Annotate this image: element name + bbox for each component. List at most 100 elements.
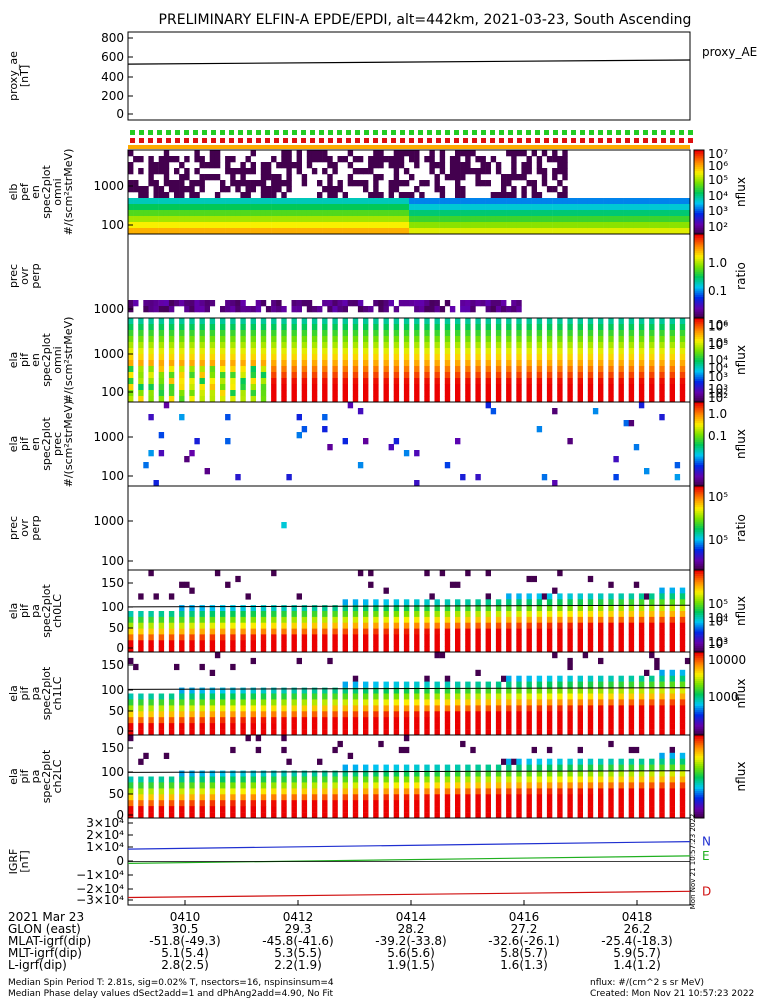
heatmap-cell <box>557 228 563 235</box>
heatmap-cell <box>199 611 205 618</box>
heatmap-cell <box>567 782 573 789</box>
heatmap-cell <box>368 581 374 588</box>
heatmap-cell <box>649 390 655 397</box>
heatmap-cell <box>301 687 308 694</box>
heatmap-cell <box>669 348 675 355</box>
heatmap-cell <box>179 699 185 706</box>
heatmap-cell <box>250 306 256 313</box>
heatmap-cell <box>649 622 655 629</box>
heatmap-cell <box>204 198 210 205</box>
heatmap-cell <box>332 806 338 813</box>
colorbar-step <box>694 544 704 548</box>
colorbar-step <box>694 441 704 445</box>
heatmap-cell <box>301 605 308 612</box>
heatmap-cell <box>475 348 481 355</box>
heatmap-cell <box>128 360 134 367</box>
heatmap-cell <box>455 378 461 385</box>
heatmap-cell <box>322 634 328 641</box>
heatmap-cell <box>475 699 481 706</box>
heatmap-cell <box>393 681 400 688</box>
heatmap-cell <box>414 330 420 337</box>
heatmap-cell <box>516 216 522 223</box>
heatmap-cell <box>598 806 604 813</box>
status-dot <box>274 138 279 143</box>
heatmap-cell <box>158 794 165 801</box>
heatmap-cell <box>511 198 517 205</box>
heatmap-cell <box>424 390 430 397</box>
heatmap-cell <box>485 806 491 813</box>
colorbar-tick: 10² <box>708 387 728 401</box>
heatmap-cell <box>204 468 210 475</box>
heatmap-cell <box>291 806 297 813</box>
heatmap-cell <box>199 723 205 730</box>
heatmap-cell <box>373 228 379 235</box>
colorbar-step <box>694 204 704 208</box>
status-dot <box>517 130 522 135</box>
heatmap-cell <box>352 168 359 175</box>
heatmap-cell <box>388 204 394 211</box>
status-dot <box>625 130 630 135</box>
heatmap-cell <box>168 800 175 807</box>
heatmap-cell <box>598 204 604 211</box>
heatmap-cell <box>138 210 144 217</box>
heatmap-cell <box>649 794 655 801</box>
heatmap-cell <box>296 300 302 307</box>
heatmap-cell <box>679 204 686 211</box>
heatmap-cell <box>363 396 369 403</box>
heatmap-cell <box>168 611 175 618</box>
status-dot <box>571 130 576 135</box>
colorbar-step <box>694 355 704 359</box>
heatmap-cell <box>179 324 185 331</box>
heatmap-cell <box>322 318 328 325</box>
heatmap-cell <box>608 216 614 223</box>
heatmap-cell <box>184 168 190 175</box>
colorbar-step <box>694 557 704 560</box>
heatmap-cell <box>674 216 681 223</box>
heatmap-cell <box>306 198 313 205</box>
heatmap-cell <box>501 228 507 235</box>
heatmap-cell <box>332 210 338 217</box>
heatmap-cell <box>485 622 491 629</box>
heatmap-cell <box>557 162 563 169</box>
heatmap-cell <box>485 372 491 379</box>
heatmap-cell <box>669 198 675 205</box>
heatmap-cell <box>475 729 481 736</box>
heatmap-cell <box>311 699 318 706</box>
colorbar-step <box>694 150 704 153</box>
colorbar-step <box>694 257 704 260</box>
colorbar-step <box>694 183 704 187</box>
heatmap-cell <box>424 764 430 771</box>
colorbar-step <box>694 670 704 674</box>
heatmap-cell <box>419 192 425 199</box>
heatmap-cell <box>281 222 287 229</box>
heatmap-cell <box>495 599 502 606</box>
heatmap-cell <box>654 657 660 665</box>
heatmap-cell <box>352 180 359 187</box>
ytick-label: −2×10⁴ <box>76 882 124 896</box>
heatmap-cell <box>511 216 517 223</box>
heatmap-cell <box>403 611 410 618</box>
heatmap-cell <box>434 687 440 694</box>
heatmap-cell <box>281 210 287 217</box>
heatmap-cells <box>128 318 686 403</box>
heatmap-cells <box>128 300 522 313</box>
heatmap-cell <box>332 782 338 789</box>
colorbar-step <box>694 202 704 205</box>
heatmap-cell <box>465 616 471 624</box>
colorbar-step <box>694 282 704 285</box>
heatmap-cell <box>475 693 481 700</box>
heatmap-cell <box>434 384 440 391</box>
heatmap-cell <box>163 150 170 157</box>
heatmap-cell <box>393 174 400 181</box>
heatmap-cell <box>225 168 231 175</box>
heatmap-cell <box>163 192 170 199</box>
colorbar-step <box>694 301 704 304</box>
heatmap-cell <box>557 812 563 819</box>
heatmap-cell <box>342 717 348 724</box>
colorbar-step <box>694 658 704 661</box>
heatmap-cell <box>628 611 635 618</box>
heatmap-cell <box>383 324 389 331</box>
heatmap-cell <box>434 378 440 385</box>
heatmap-cell <box>506 222 512 229</box>
heatmap-cell <box>679 216 686 223</box>
